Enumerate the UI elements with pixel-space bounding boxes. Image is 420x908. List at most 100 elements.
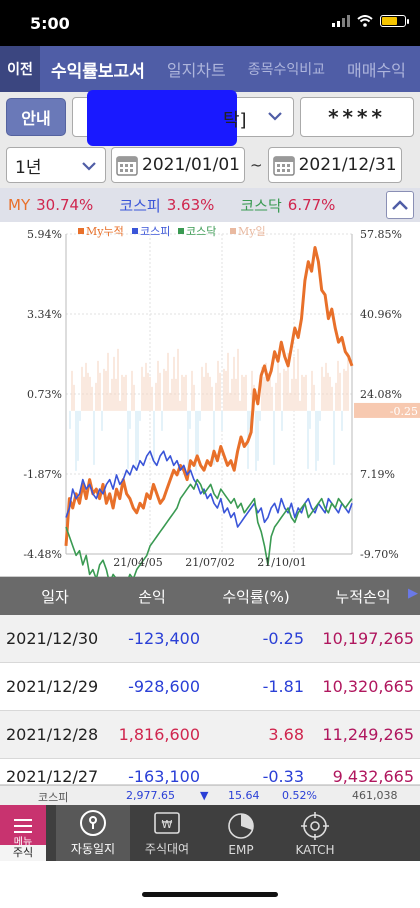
- calendar-icon: [272, 156, 295, 176]
- date-to-field[interactable]: 2021/12/31: [267, 147, 402, 183]
- table-body: 2021/12/30 -123,400 -0.25 10,197,265 202…: [0, 615, 420, 785]
- col-cumulative: 누적손익 ▶: [312, 586, 420, 607]
- down-arrow-icon: ▼: [200, 789, 209, 802]
- period-row: 1년 2021/01/01 ~ 2021/12/31: [0, 142, 420, 188]
- status-time: 5:00: [30, 14, 70, 33]
- menu-sub-label: 주식: [0, 845, 46, 861]
- left-axis-tick: 5.94%: [27, 228, 62, 241]
- calendar-icon: [116, 156, 138, 176]
- row-cumulative: 10,320,665: [322, 677, 414, 696]
- account-select[interactable]: 탁]: [72, 90, 294, 146]
- date-separator: ~: [249, 156, 263, 174]
- menu-label: 메뉴: [13, 836, 33, 848]
- return-summary: MY 30.74% 코스피 3.63% 코스닥 6.77%: [0, 188, 420, 222]
- bottom-item-emp[interactable]: EMP: [204, 805, 278, 861]
- bottom-item-label: 자동일지: [70, 842, 116, 856]
- hamburger-icon: [14, 818, 32, 833]
- last-daily-label: -0.25: [390, 405, 418, 418]
- bottom-item-auto-journal[interactable]: 자동일지: [56, 805, 130, 861]
- period-select[interactable]: 1년: [6, 147, 106, 183]
- row-cumulative: 10,197,265: [322, 629, 414, 648]
- ticker-rate: 0.52%: [282, 789, 317, 802]
- legend-swatch: [178, 228, 184, 234]
- x-axis-tick: 21/10/01: [257, 556, 306, 569]
- table-row[interactable]: 2021/12/30 -123,400 -0.25 10,197,265: [0, 615, 420, 663]
- battery-icon: [380, 15, 409, 27]
- ticker-change: 15.64: [228, 789, 260, 802]
- col-pnl: 손익: [138, 587, 166, 606]
- row-pnl: -163,100: [128, 767, 200, 785]
- bottom-item-label: 주식대여: [144, 842, 190, 856]
- last-daily-marker: [354, 402, 420, 418]
- row-return: -0.33: [262, 767, 304, 785]
- row-return: -0.25: [262, 629, 304, 648]
- collapse-button[interactable]: [386, 191, 414, 219]
- scroll-right-icon[interactable]: ▶: [408, 585, 418, 601]
- right-axis-tick: 7.19%: [360, 468, 395, 481]
- return-chart[interactable]: 5.94% 57.85% 3.34% 40.96% 0.73% 24.08% -1.87% 7…: [0, 222, 420, 577]
- keyhole-icon: [80, 810, 106, 836]
- period-value: 1년: [15, 157, 42, 178]
- legend-label: 코스피: [140, 225, 170, 238]
- left-axis-tick: -4.48%: [23, 548, 62, 561]
- table-row[interactable]: 2021/12/29 -928,600 -1.81 10,320,665: [0, 663, 420, 711]
- svg-text:₩: ₩: [162, 818, 173, 831]
- chevron-down-icon: [82, 162, 96, 171]
- col-cumulative-label: 누적손익: [335, 587, 391, 606]
- x-axis-tick: 21/04/05: [113, 556, 162, 569]
- date-from-field[interactable]: 2021/01/01: [111, 147, 245, 183]
- left-axis-tick: -1.87%: [23, 468, 62, 481]
- bottom-item-katch[interactable]: KATCH: [278, 805, 352, 861]
- legend-swatch: [132, 228, 138, 234]
- tab-trade-profit[interactable]: 매매수익: [347, 61, 406, 80]
- row-date: 2021/12/28: [6, 725, 99, 744]
- row-date: 2021/12/30: [6, 629, 99, 648]
- won-ticket-icon: ₩: [154, 812, 180, 834]
- redaction-mask: [87, 90, 237, 146]
- row-return: 3.68: [268, 725, 304, 744]
- row-pnl: -123,400: [128, 629, 200, 648]
- home-indicator[interactable]: [142, 892, 278, 897]
- index-ticker[interactable]: 코스피 2,977.65 ▼ 15.64 0.52% 461,038: [0, 785, 420, 805]
- kospi-label: 코스피: [119, 196, 161, 215]
- home-indicator-area: [0, 874, 420, 908]
- my-value: 30.74%: [36, 196, 94, 214]
- row-date: 2021/12/27: [6, 767, 99, 785]
- x-axis-tick: 21/07/02: [185, 556, 234, 569]
- date-from-value: 2021/01/01: [142, 155, 240, 175]
- legend-label: My누적: [86, 225, 124, 238]
- left-axis-tick: 3.34%: [27, 308, 62, 321]
- left-axis-tick: 0.73%: [27, 388, 62, 401]
- table-row[interactable]: 2021/12/28 1,816,600 3.68 11,249,265: [0, 711, 420, 759]
- row-return: -1.81: [262, 677, 304, 696]
- legend-swatch: [78, 228, 84, 234]
- wifi-icon: [357, 15, 373, 27]
- guide-button[interactable]: 안내: [6, 98, 66, 136]
- password-field[interactable]: ****: [300, 97, 414, 137]
- tab-navigation: 이전 수익률보고서 일지차트 종목수익비교 매매수익: [0, 46, 420, 92]
- tab-journal-chart[interactable]: 일지차트: [166, 61, 226, 80]
- right-axis-tick: -9.70%: [360, 548, 399, 561]
- date-to-value: 2021/12/31: [298, 155, 397, 175]
- tab-stock-compare[interactable]: 종목수익비교: [247, 62, 326, 78]
- account-row: 안내 탁] ****: [0, 90, 420, 146]
- right-axis-tick: 24.08%: [360, 388, 402, 401]
- pie-chart-icon: [228, 813, 254, 839]
- series-line-0: [64, 246, 354, 547]
- right-axis-tick: 57.85%: [360, 228, 402, 241]
- legend-label: 코스닥: [186, 225, 216, 238]
- kosdaq-label: 코스닥: [240, 196, 282, 215]
- bottom-item-label: KATCH: [295, 843, 335, 857]
- row-pnl: -928,600: [128, 677, 200, 696]
- status-bar: 5:00: [0, 0, 420, 46]
- table-row[interactable]: 2021/12/27 -163,100 -0.33 9,432,665: [0, 759, 420, 785]
- tab-return-report[interactable]: 수익률보고서: [51, 61, 145, 82]
- my-label: MY: [8, 196, 31, 214]
- bottom-item-stock-lending[interactable]: ₩ 주식대여: [130, 805, 204, 861]
- target-icon: [301, 812, 329, 840]
- right-axis-tick: 40.96%: [360, 308, 402, 321]
- kosdaq-value: 6.77%: [287, 196, 336, 214]
- table-header: 일자 손익 수익률(%) 누적손익 ▶: [0, 577, 420, 615]
- prev-button[interactable]: 이전: [0, 46, 40, 92]
